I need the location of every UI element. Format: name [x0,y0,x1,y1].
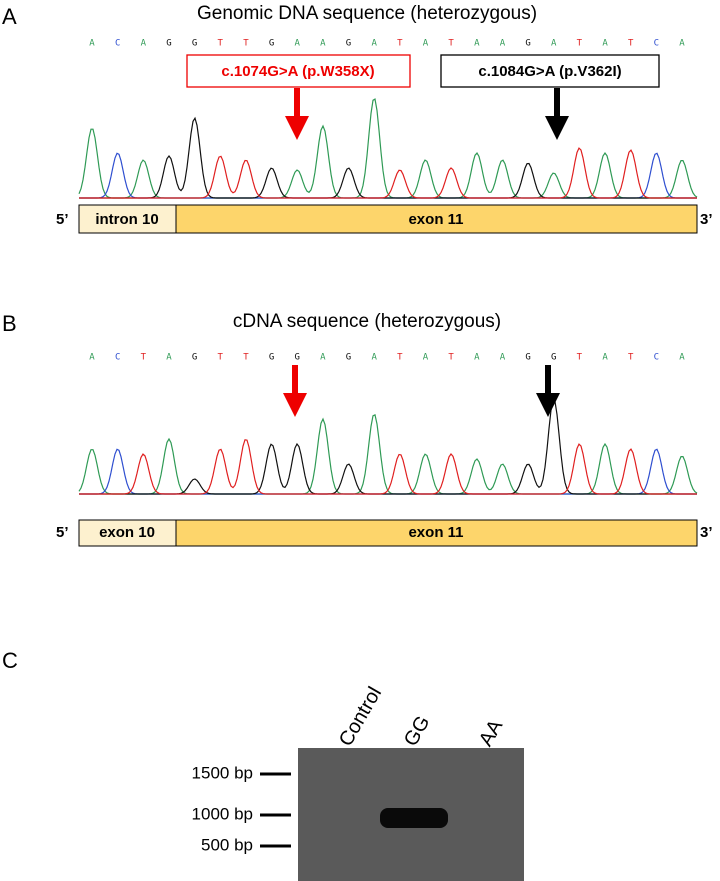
base-call: A [500,353,506,363]
mutation-label: c.1084G>A (p.V362I) [478,63,621,80]
base-call: G [192,39,197,49]
mutation-label: c.1074G>A (p.W358X) [221,63,374,80]
exon-bar [175,204,698,234]
base-call: T [218,39,224,49]
trace [79,147,697,199]
base-call: A [295,39,301,49]
segment-label: exon 11 [408,211,463,228]
base-call: A [602,39,608,49]
base-call: A [320,39,326,49]
mutation-box [186,54,411,88]
trace [78,414,698,495]
panel-title: Genomic DNA sequence (heterozygous) [197,3,537,24]
base-call: T [243,353,249,363]
base-call: G [269,353,274,363]
base-call: C [115,39,120,49]
base-call: G [166,39,171,49]
base-call: A [679,39,685,49]
gel-band [380,808,448,828]
three-prime: 3’ [700,211,713,228]
base-call: T [397,39,403,49]
three-prime: 3’ [700,524,713,541]
base-call: G [551,353,556,363]
base-call: T [448,353,454,363]
base-call: A [89,353,95,363]
trace [79,116,697,199]
base-call: A [500,39,506,49]
base-call: A [371,39,377,49]
base-call: A [423,39,429,49]
base-call: A [89,39,95,49]
base-call: T [243,39,249,49]
lane-label: Control [335,683,386,750]
base-call: T [141,353,147,363]
exon-bar [78,519,177,547]
chromatogram [78,398,698,495]
ladder-label: 500 bp [201,835,253,854]
exon-bar [175,519,698,547]
segment-label: exon 11 [408,524,463,541]
segment-label: intron 10 [95,211,158,228]
base-call: T [628,39,634,49]
base-call: C [654,39,659,49]
base-call: A [141,39,147,49]
base-call: A [602,353,608,363]
ladder-label: 1500 bp [192,763,253,782]
base-call: T [448,39,454,49]
base-call: T [218,353,224,363]
five-prime: 5’ [56,524,69,541]
base-call: A [679,353,685,363]
segment-label: exon 10 [99,524,155,541]
lane-label: AA [475,715,508,750]
trace [79,448,697,495]
base-call: G [295,353,300,363]
base-call: G [346,39,351,49]
base-call: A [371,353,377,363]
base-call: T [397,353,403,363]
base-call: A [474,39,480,49]
panel-title: cDNA sequence (heterozygous) [233,311,501,332]
ladder-label: 1000 bp [192,804,253,823]
panel-label: A [2,4,17,29]
trace [78,98,698,199]
intron-bar [78,204,177,234]
trace [79,439,697,495]
base-call: T [628,353,634,363]
panel-label: B [2,311,17,336]
base-call: A [320,353,326,363]
chromatogram [78,98,698,199]
base-call: G [192,353,197,363]
base-call: C [654,353,659,363]
base-call: T [577,39,583,49]
base-call: G [269,39,274,49]
base-call: C [115,353,120,363]
mutation-box [440,54,660,88]
panel-label: C [2,648,18,673]
base-call: G [525,353,530,363]
trace [79,398,697,495]
base-call: A [166,353,172,363]
base-call: G [525,39,530,49]
base-call: G [346,353,351,363]
five-prime: 5’ [56,211,69,228]
base-call: A [423,353,429,363]
base-call: A [551,39,557,49]
base-call: A [474,353,480,363]
lane-label: GG [400,712,435,750]
base-call: T [577,353,583,363]
